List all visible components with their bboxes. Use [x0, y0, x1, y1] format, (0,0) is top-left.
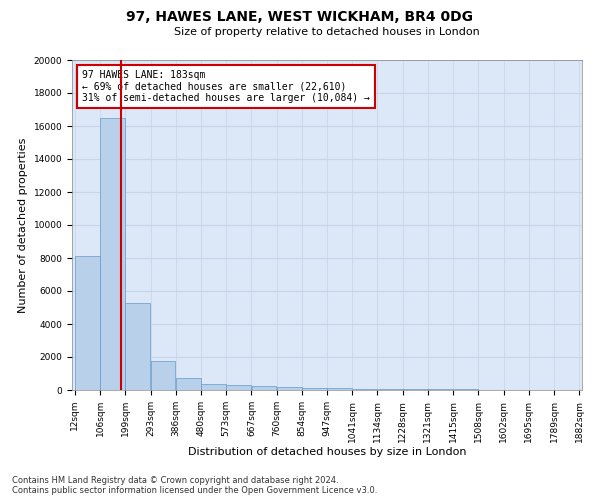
Text: 97 HAWES LANE: 183sqm
← 69% of detached houses are smaller (22,610)
31% of semi-: 97 HAWES LANE: 183sqm ← 69% of detached …: [82, 70, 370, 103]
Text: 97, HAWES LANE, WEST WICKHAM, BR4 0DG: 97, HAWES LANE, WEST WICKHAM, BR4 0DG: [127, 10, 473, 24]
Bar: [251, 386, 276, 390]
Bar: [302, 388, 327, 390]
Bar: [353, 388, 377, 390]
Bar: [75, 256, 100, 390]
Bar: [151, 361, 175, 390]
Text: Contains HM Land Registry data © Crown copyright and database right 2024.
Contai: Contains HM Land Registry data © Crown c…: [12, 476, 377, 495]
Title: Size of property relative to detached houses in London: Size of property relative to detached ho…: [174, 27, 480, 37]
Bar: [403, 389, 428, 390]
Bar: [125, 302, 150, 390]
Bar: [277, 386, 302, 390]
Bar: [100, 118, 125, 390]
Bar: [378, 389, 403, 390]
Bar: [201, 384, 226, 390]
Bar: [176, 378, 201, 390]
Y-axis label: Number of detached properties: Number of detached properties: [18, 138, 28, 312]
Bar: [226, 386, 251, 390]
Bar: [327, 388, 352, 390]
X-axis label: Distribution of detached houses by size in London: Distribution of detached houses by size …: [188, 448, 466, 458]
